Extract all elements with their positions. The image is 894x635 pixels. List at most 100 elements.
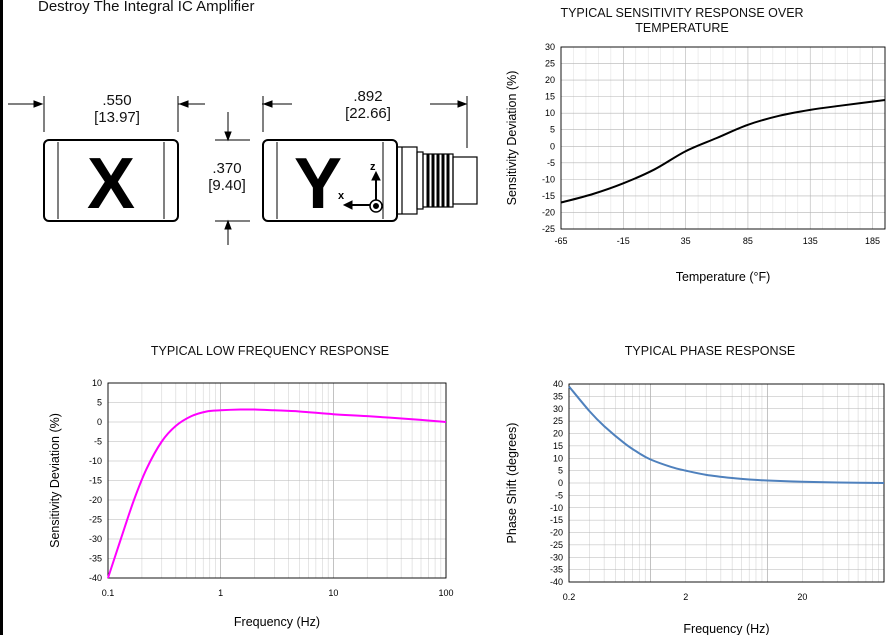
sensor-connector	[396, 146, 478, 215]
y-tick-label: 0	[550, 141, 555, 151]
y-tick-label: 35	[553, 391, 563, 401]
grid-phase	[568, 383, 885, 583]
series-line-lowfreq-0	[107, 408, 447, 579]
y-tick-label: 5	[558, 466, 563, 476]
dim-y-length: .892 [22.66]	[333, 88, 403, 122]
plot-phase: -40 -35 -30 -25 -20 -15 -10 -5 0 5 10 15 20 25 30 35 40 0…	[505, 379, 885, 635]
plot-frame-lowfreq	[107, 382, 447, 579]
x-tick-label: 85	[743, 236, 753, 246]
y-tick-label: 30	[553, 404, 563, 414]
x-tick-label: 20	[797, 592, 807, 602]
grid-temp	[560, 46, 886, 230]
grid-lowfreq	[107, 382, 447, 579]
x-tick-label: 0.1	[102, 588, 115, 598]
y-tick-label: -20	[89, 495, 102, 505]
y-tick-label: 0	[97, 417, 102, 427]
dim-x-inches: .550	[102, 92, 132, 109]
sensor-x-body	[43, 139, 179, 222]
x-tick-label: 185	[865, 236, 880, 246]
y-tick-label: -30	[89, 534, 102, 544]
dimension-line-x	[8, 96, 205, 132]
y-tick-label: 40	[553, 379, 563, 389]
y-tick-label: 15	[553, 441, 563, 451]
y-tick-label: 5	[97, 398, 102, 408]
x-tick-label: 135	[803, 236, 818, 246]
sensor-x-label: X	[87, 144, 135, 224]
y-tick-label: -5	[547, 158, 555, 168]
dim-height-inches: .370	[212, 160, 242, 177]
plot-temp: -25 -20 -15 -10 -5 0 5 10 15 20 25 30 -65 -15 35 85 135 1…	[505, 42, 886, 284]
left-border-rule	[0, 0, 3, 635]
chart-phase-title-line1: TYPICAL PHASE RESPONSE	[624, 344, 796, 358]
y-tick-label: 30	[545, 42, 555, 52]
plot-frame-temp	[560, 46, 886, 230]
x-tick-label: 0.2	[563, 592, 576, 602]
y-tick-label: -25	[550, 540, 563, 550]
plot-lowfreq: -40 -35 -30 -25 -20 -15 -10 -5 0 5 10 0.1 1 10 100 Freq…	[48, 378, 454, 629]
x-tick-label: 10	[328, 588, 338, 598]
x-axis-title: Temperature (°F)	[676, 270, 771, 284]
dim-height: .370 [9.40]	[192, 160, 262, 194]
dimension-line-height	[215, 112, 250, 245]
x-tick-label: 35	[681, 236, 691, 246]
y-tick-label: -20	[542, 207, 555, 217]
y-tick-label: -5	[555, 490, 563, 500]
y-tick-label: -35	[550, 565, 563, 575]
chart-temp-title-line1: TYPICAL SENSITIVITY RESPONSE OVER	[560, 6, 804, 20]
y-tick-label: 20	[545, 75, 555, 85]
y-tick-label: -5	[94, 437, 102, 447]
y-tick-label: 0	[558, 478, 563, 488]
dim-y-mm: [22.66]	[345, 105, 391, 122]
y-tick-label: -20	[550, 528, 563, 538]
y-tick-label: 10	[545, 108, 555, 118]
chart-lowfreq-title-line1: TYPICAL LOW FREQUENCY RESPONSE	[150, 344, 390, 358]
chart-lowfreq-title: TYPICAL LOW FREQUENCY RESPONSE	[70, 344, 470, 359]
y-tick-label: -40	[89, 573, 102, 583]
y-tick-label: 5	[550, 125, 555, 135]
y-tick-label: 10	[553, 453, 563, 463]
y-tick-label: -15	[550, 515, 563, 525]
y-tick-label: 25	[545, 59, 555, 69]
series-line-temp-0	[560, 98, 886, 204]
x-axis-title: Frequency (Hz)	[683, 622, 769, 635]
y-tick-label: -40	[550, 577, 563, 587]
sensor-y-label: Y	[294, 144, 342, 224]
page-caption: Destroy The Integral IC Amplifier	[38, 0, 255, 15]
x-tick-label: 100	[438, 588, 453, 598]
y-tick-label: -25	[542, 224, 555, 234]
dim-x-mm: [13.97]	[94, 109, 140, 126]
plot-frame-phase	[568, 383, 885, 583]
y-axis-title: Phase Shift (degrees)	[505, 423, 519, 544]
dim-height-mm: [9.40]	[208, 177, 246, 194]
y-tick-label: -10	[550, 503, 563, 513]
axis-orientation-glyph	[342, 170, 383, 213]
y-tick-label: -15	[89, 476, 102, 486]
x-tick-label: 1	[218, 588, 223, 598]
dimension-line-y	[262, 96, 468, 148]
chart-temp-title: TYPICAL SENSITIVITY RESPONSE OVER TEMPER…	[502, 6, 862, 36]
y-tick-label: -15	[542, 191, 555, 201]
dimension-drawing: X Y z x	[8, 96, 478, 245]
x-tick-label: 2	[683, 592, 688, 602]
y-tick-label: 25	[553, 416, 563, 426]
y-axis-title: Sensitivity Deviation (%)	[505, 71, 519, 206]
y-tick-label: -35	[89, 554, 102, 564]
chart-phase-title: TYPICAL PHASE RESPONSE	[540, 344, 880, 359]
x-axis-title: Frequency (Hz)	[234, 615, 320, 629]
y-tick-label: -10	[89, 456, 102, 466]
y-tick-label: -10	[542, 174, 555, 184]
x-tick-label: -65	[554, 236, 567, 246]
dim-y-inches: .892	[353, 88, 383, 105]
x-tick-label: -15	[617, 236, 630, 246]
y-tick-label: -30	[550, 552, 563, 562]
y-axis-title: Sensitivity Deviation (%)	[48, 413, 62, 548]
chart-temp-title-line2: TEMPERATURE	[635, 21, 729, 35]
series-line-phase-0	[568, 385, 885, 484]
axis-x-label: x	[338, 190, 345, 202]
y-tick-label: 15	[545, 92, 555, 102]
y-tick-label: 10	[92, 378, 102, 388]
dim-x-width: .550 [13.97]	[82, 92, 152, 126]
y-tick-label: 20	[553, 429, 563, 439]
y-tick-label: -25	[89, 515, 102, 525]
axis-z-label: z	[370, 161, 376, 173]
